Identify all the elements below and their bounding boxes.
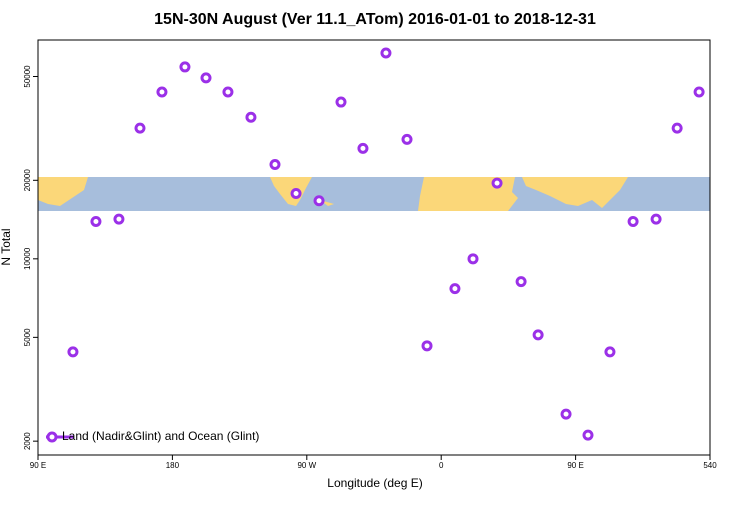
x-tick-label: 90 W [297, 461, 316, 470]
point [467, 253, 479, 265]
land [522, 177, 628, 208]
point [357, 142, 369, 154]
point [515, 276, 527, 288]
point [627, 216, 639, 228]
point [134, 122, 146, 134]
point [532, 329, 544, 341]
y-tick-label: 20000 [23, 169, 32, 192]
point [401, 133, 413, 145]
point [269, 158, 281, 170]
legend-label: Land (Nadir&Glint) and Ocean (Glint) [62, 429, 259, 443]
land [418, 177, 518, 211]
x-tick-label: 540 [703, 461, 717, 470]
map-strip [38, 177, 710, 211]
point [449, 283, 461, 295]
point [421, 340, 433, 352]
plot-frame [37, 39, 711, 456]
point [156, 86, 168, 98]
y-tick-label: 10000 [23, 247, 32, 270]
x-tick-label: 0 [439, 461, 444, 470]
point [582, 429, 594, 441]
y-tick-label: 5000 [23, 328, 32, 346]
x-tick-label: 90 E [30, 461, 46, 470]
chart-title: 15N-30N August (Ver 11.1_ATom) 2016-01-0… [154, 11, 596, 28]
x-tick-label: 180 [166, 461, 180, 470]
point [222, 86, 234, 98]
y-tick-label: 50000 [23, 65, 32, 88]
y-tick-label: 2000 [23, 432, 32, 450]
point [380, 47, 392, 59]
point [335, 96, 347, 108]
land [38, 177, 88, 206]
point [491, 177, 503, 189]
point [604, 346, 616, 358]
point [245, 111, 257, 123]
point [671, 122, 683, 134]
point [693, 86, 705, 98]
point [90, 216, 102, 228]
point [200, 72, 212, 84]
x-axis-label: Longitude (deg E) [327, 476, 422, 490]
point [179, 61, 191, 73]
point [560, 408, 572, 420]
legend-marker [46, 431, 58, 443]
x-tick-label: 90 E [567, 461, 583, 470]
y-axis-label: N Total [0, 228, 13, 265]
point [67, 346, 79, 358]
point [113, 213, 125, 225]
point [650, 213, 662, 225]
point [313, 195, 325, 207]
point [290, 187, 302, 199]
